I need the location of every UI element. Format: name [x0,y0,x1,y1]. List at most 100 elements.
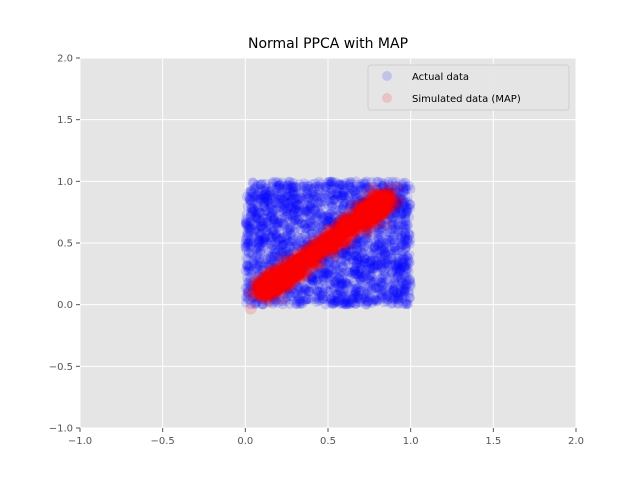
actual-data-point [361,226,372,237]
actual-data-point [397,239,408,250]
actual-data-point [403,253,414,264]
actual-data-point [350,238,361,249]
actual-data-point [389,227,400,238]
actual-data-point [242,260,253,271]
actual-data-point [355,222,366,233]
actual-data-point [297,187,308,198]
actual-data-point [339,220,350,231]
actual-data-point [291,204,302,215]
actual-data-point [274,217,285,228]
actual-data-point [282,209,293,220]
actual-data-point [379,285,390,296]
actual-data-point [265,251,276,262]
actual-data-point [309,246,320,257]
actual-data-point [328,259,339,270]
actual-data-point [389,285,400,296]
actual-data-point [341,250,352,261]
actual-data-point [371,201,382,212]
actual-data-point [321,243,332,254]
actual-data-point [403,288,414,299]
actual-data-point [313,292,324,303]
actual-data-point [269,296,280,307]
actual-data-point [246,240,257,251]
actual-data-point [258,236,269,247]
actual-data-point [393,264,404,275]
actual-data-point [399,201,410,212]
actual-data-point [277,239,288,250]
actual-data-point [400,213,411,224]
actual-data-point [395,287,406,298]
actual-data-point [331,296,342,307]
actual-data-point [334,265,345,276]
actual-data-point [334,298,345,309]
actual-data-point [299,178,310,189]
actual-data-point [242,278,253,289]
actual-data-point [273,180,284,191]
actual-data-point [262,193,273,204]
actual-data-point [283,223,294,234]
actual-data-point [383,186,394,197]
actual-data-point [352,202,363,213]
actual-data-point [377,187,388,198]
actual-data-point [268,282,279,293]
actual-data-point [272,217,283,228]
actual-data-point [366,185,377,196]
actual-data-point [330,177,341,188]
actual-data-point [392,261,403,272]
actual-data-point [285,176,296,187]
actual-data-point [390,184,401,195]
actual-data-point [363,190,374,201]
actual-data-point [360,289,371,300]
actual-data-point [321,189,332,200]
actual-data-point [279,200,290,211]
actual-data-point [298,261,309,272]
actual-data-point [364,263,375,274]
actual-data-point [359,199,370,210]
actual-data-point [288,207,299,218]
actual-data-point [330,265,341,276]
actual-data-point [399,221,410,232]
actual-data-point [283,284,294,295]
actual-data-point [392,203,403,214]
actual-data-point [400,209,411,220]
actual-data-point [361,288,372,299]
actual-data-point [242,222,253,233]
actual-data-point [362,287,373,298]
actual-data-point [299,286,310,297]
actual-data-point [255,277,266,288]
actual-data-point [339,296,350,307]
actual-data-point [303,286,314,297]
actual-data-point [247,205,258,216]
actual-data-point [249,212,260,223]
actual-data-point [260,232,271,243]
actual-data-point [290,288,301,299]
actual-data-point [271,231,282,242]
actual-data-point [403,266,414,277]
actual-data-point [330,259,341,270]
actual-data-point [277,268,288,279]
actual-data-point [349,284,360,295]
actual-data-point [370,293,381,304]
actual-data-point [357,184,368,195]
actual-data-point [386,293,397,304]
actual-data-point [312,254,323,265]
actual-data-point [314,176,325,187]
actual-data-point [253,220,264,231]
actual-data-point [390,242,401,253]
actual-data-point [358,257,369,268]
actual-data-point [248,178,259,189]
actual-data-point [320,267,331,278]
actual-data-point [299,205,310,216]
actual-data-point [395,205,406,216]
actual-data-point [332,229,343,240]
actual-data-point [316,275,327,286]
simulated-data-point [301,250,314,263]
actual-data-point [399,228,410,239]
actual-data-point [385,209,396,220]
actual-data-point [392,192,403,203]
actual-data-point [243,231,254,242]
actual-data-point [403,298,414,309]
actual-data-point [353,205,364,216]
actual-data-point [388,219,399,230]
actual-data-point [398,222,409,233]
